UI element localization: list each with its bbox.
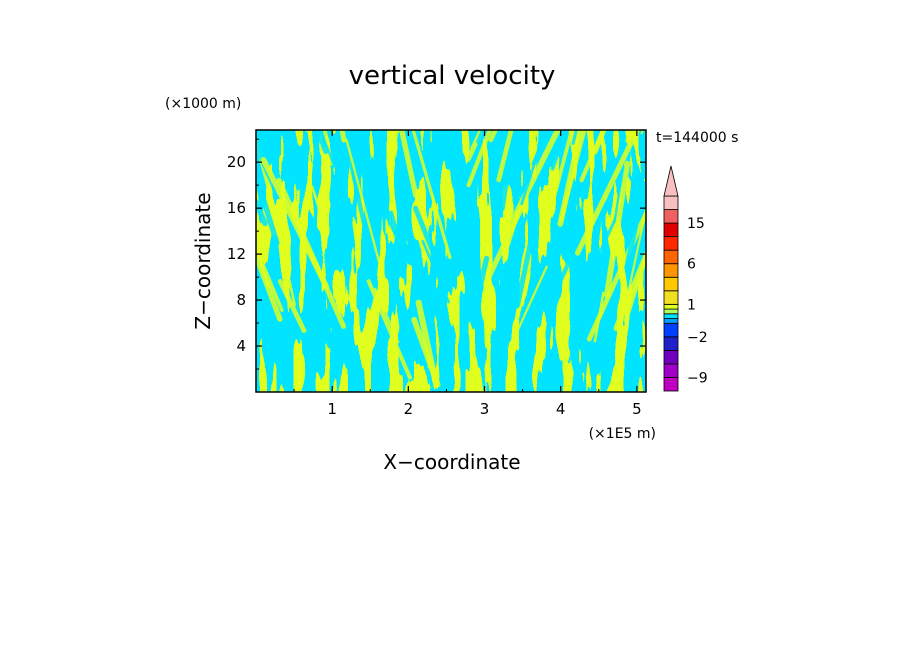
x-tick-label: 2 [404, 400, 414, 418]
field-streak [567, 237, 609, 364]
colorbar-segment [663, 249, 679, 265]
field-streak [256, 134, 272, 198]
colorbar-segment [663, 377, 679, 392]
field-streak [256, 247, 283, 322]
field-streak [260, 157, 330, 290]
field-streak [345, 138, 381, 266]
x-tick-label: 3 [480, 400, 490, 418]
y-tick-label: 12 [227, 245, 246, 263]
field-streak [624, 213, 641, 271]
colorbar-extension [663, 165, 679, 197]
field-streak [514, 223, 537, 308]
field-streak [625, 130, 637, 144]
field-streak [411, 130, 452, 260]
colorbar: −9 −2 1 6 15 [663, 165, 708, 392]
colorbar-tick-label: 1 [687, 297, 696, 313]
colorbar-segment [663, 222, 679, 238]
time-label: t=144000 s [656, 130, 738, 146]
field-streaks [256, 130, 646, 388]
field-streak [640, 130, 645, 135]
plot-frame [255, 129, 647, 393]
field-streak [256, 243, 284, 312]
field-streak [520, 130, 547, 206]
colorbar-segment [663, 313, 679, 319]
field-streak [593, 291, 605, 343]
field-streak [613, 250, 646, 332]
x-tick-label: 4 [556, 400, 566, 418]
field-streak [314, 130, 329, 155]
x-tick-label: 5 [632, 400, 642, 418]
field-streak [374, 287, 400, 344]
y-tick-label: 8 [236, 291, 246, 309]
field-streak [496, 130, 514, 183]
colorbar-segment [663, 263, 679, 278]
colorbar-segment [663, 303, 679, 310]
field-streak [540, 130, 574, 245]
field-streak [256, 274, 272, 310]
colorbar-tick-label: −2 [687, 330, 708, 346]
colorbar-segment [663, 209, 679, 224]
field-streak [398, 130, 419, 198]
field-streak [499, 130, 517, 212]
colorbar-segment [663, 363, 679, 378]
field-streak [574, 130, 641, 256]
y-scale-label: (×1000 m) [165, 96, 241, 112]
y-tick-label: 20 [227, 153, 246, 171]
colorbar-segment [663, 318, 679, 324]
field-streak [571, 130, 579, 145]
colorbar-tick-label: 15 [687, 216, 705, 232]
field-streak [550, 130, 568, 171]
field-streak [361, 130, 378, 194]
x-tick-label: 1 [327, 400, 337, 418]
field-streak [411, 316, 441, 388]
x-axis-ticks: 1 2 3 4 5 [293, 130, 642, 418]
field-streak [466, 130, 493, 188]
field-streak [412, 205, 438, 260]
colorbar-segment [663, 290, 679, 305]
field-streak [603, 160, 631, 298]
field-streak [421, 239, 450, 304]
field-streak [613, 165, 625, 223]
colorbar-segment [663, 349, 679, 365]
colorbar-segment [663, 195, 679, 210]
field-streak [474, 255, 490, 302]
colorbar-segment [663, 276, 679, 292]
field-streak [557, 130, 584, 227]
updraft-field [256, 130, 646, 392]
colorbar-tick-label: −9 [687, 370, 708, 386]
plot-area [256, 130, 646, 392]
field-streak [366, 279, 412, 380]
field-streak [310, 184, 329, 233]
field-streak [339, 130, 347, 143]
colorbar-segment [663, 236, 679, 251]
colorbar-segment [663, 322, 679, 338]
y-axis-ticks: 4 8 12 16 20 [227, 138, 646, 370]
y-tick-label: 4 [236, 337, 246, 355]
field-streak [319, 130, 336, 168]
field-streak [568, 130, 573, 134]
colorbar-segment [663, 308, 679, 315]
colorbar-tick-label: 6 [687, 257, 696, 273]
x-axis-label: X−coordinate [383, 450, 520, 474]
chart-title: vertical velocity [349, 61, 556, 91]
field-streak [485, 206, 524, 283]
field-streak [256, 182, 280, 246]
field-streak [346, 133, 397, 236]
x-scale-label: (×1E5 m) [589, 426, 656, 442]
field-streak [388, 210, 406, 264]
field-streak [618, 204, 646, 335]
field-streak [549, 252, 575, 302]
y-tick-label: 16 [227, 199, 246, 217]
field-streak [465, 130, 485, 162]
field-streak [277, 278, 307, 334]
field-streak [515, 265, 548, 334]
field-streak [256, 196, 268, 227]
field-streak [271, 204, 297, 307]
y-axis-label: Z−coordinate [191, 192, 215, 329]
colorbar-segment [663, 336, 679, 351]
